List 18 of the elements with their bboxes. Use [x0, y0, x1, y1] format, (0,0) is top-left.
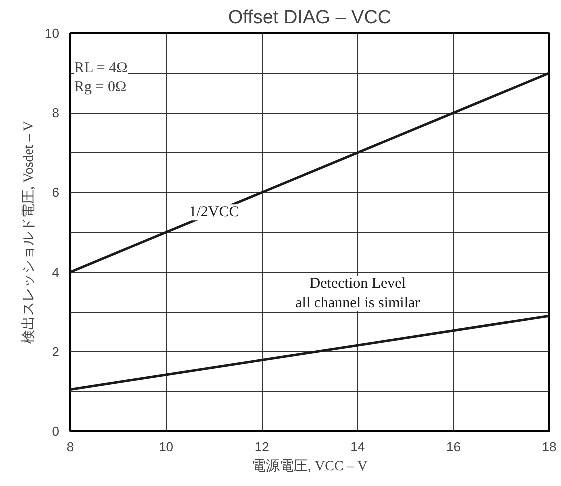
y-axis-title: 検出スレッショルド電圧, Vosdet – V	[21, 121, 38, 344]
series-label: Detection Level all channel is similar	[296, 276, 420, 312]
x-tick-label: 16	[446, 440, 461, 454]
x-tick-label: 12	[254, 440, 270, 454]
y-tick-label: 4	[52, 264, 60, 280]
y-tick-label: 0	[52, 424, 60, 439]
chart-title: Offset DIAG – VCC	[228, 8, 392, 28]
x-tick-label: 18	[542, 440, 557, 454]
y-tick-label: 10	[45, 26, 60, 41]
annotation: RL = 4Ω Rg = 0Ω	[74, 60, 128, 96]
x-tick-label: 10	[159, 440, 174, 454]
y-tick-label: 2	[52, 344, 60, 360]
x-axis-title: 電源電圧, VCC – V	[252, 458, 368, 474]
x-tick-label: 8	[66, 440, 74, 454]
y-tick-label: 8	[52, 106, 60, 121]
x-tick-label: 14	[350, 440, 366, 454]
series-label: 1/2VCC	[189, 204, 240, 221]
y-tick-label: 6	[52, 185, 60, 200]
